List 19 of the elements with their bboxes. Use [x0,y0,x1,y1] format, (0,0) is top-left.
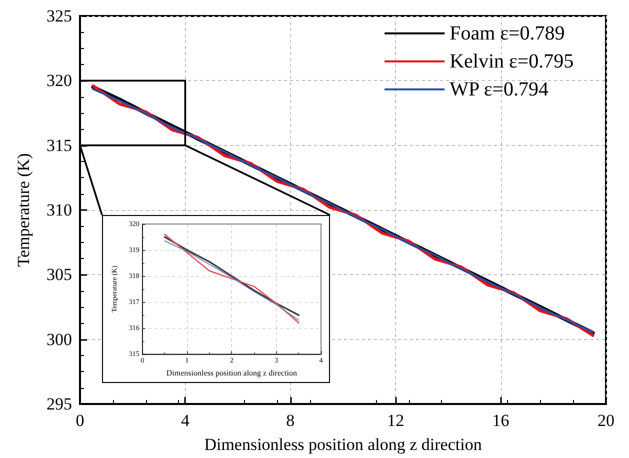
x-tick-label: 4 [180,411,190,430]
x-tick-label: 0 [76,411,84,430]
legend-label: WP ε=0.794 [450,78,549,100]
y-tick-label: 295 [46,394,72,414]
legend-label: Foam ε=0.789 [450,22,565,44]
y-axis-title: Temperature (K) [14,153,33,267]
x-tick-label: 8 [286,411,295,430]
legend-label: Kelvin ε=0.795 [450,50,574,72]
y-tick-label: 325 [46,6,72,26]
y-tick-label: 315 [46,136,72,155]
y-tick-label: 300 [46,330,72,349]
x-tick-label: 20 [598,411,614,430]
x-axis-title: Dimensionless position along z direction [166,368,298,378]
y-tick-label: 310 [46,200,72,220]
x-tick-label: 16 [492,411,510,430]
y-tick-label: 305 [46,265,72,284]
y-tick-label: 320 [46,71,72,90]
x-tick-label: 12 [387,411,404,430]
x-axis-title: Dimensionless position along z direction [204,435,482,454]
